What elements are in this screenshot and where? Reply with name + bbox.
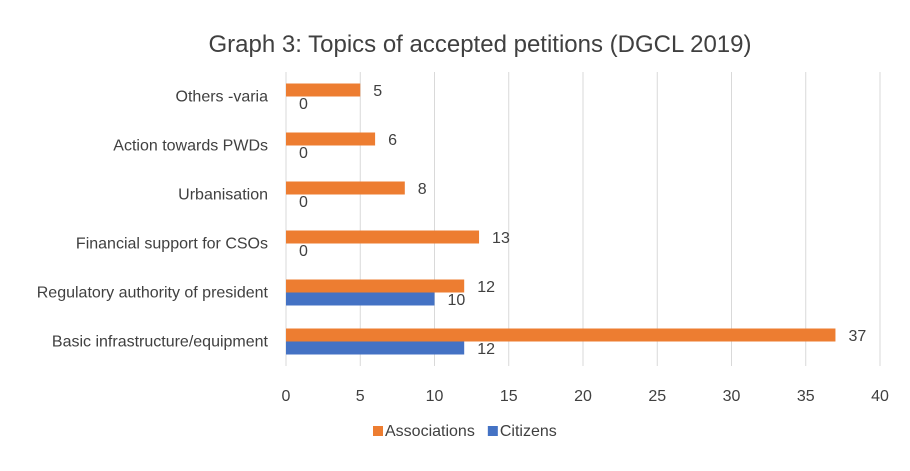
x-tick-label-5: 5 bbox=[356, 388, 365, 405]
data-label-associations: 8 bbox=[418, 181, 427, 198]
category-label: Basic infrastructure/equipment bbox=[52, 334, 269, 351]
category-label: Others -varia bbox=[176, 89, 269, 106]
x-tick-label-25: 25 bbox=[648, 388, 666, 405]
bar-associations bbox=[286, 230, 480, 244]
bar-associations bbox=[286, 181, 405, 195]
legend-swatch-associations bbox=[373, 426, 383, 436]
category-label: Action towards PWDs bbox=[113, 138, 268, 155]
data-label-associations: 13 bbox=[492, 230, 510, 247]
category-label: Urbanisation bbox=[178, 187, 268, 204]
legend: Associations Citizens bbox=[373, 423, 557, 440]
x-tick-label-15: 15 bbox=[500, 388, 518, 405]
bar-associations bbox=[286, 83, 361, 97]
category-labels: Basic infrastructure/equipment Regulatory… bbox=[37, 89, 269, 351]
x-tick-label-0: 0 bbox=[282, 388, 291, 405]
data-label-citizens: 0 bbox=[299, 194, 308, 211]
bar-citizens bbox=[286, 341, 465, 355]
x-axis-ticks: 0 5 10 15 20 25 30 35 40 bbox=[282, 388, 889, 405]
bar-associations bbox=[286, 328, 836, 342]
category-label: Financial support for CSOs bbox=[76, 236, 268, 253]
data-labels: 37 12 12 10 13 0 8 0 6 0 5 0 bbox=[299, 83, 866, 358]
x-tick-label-40: 40 bbox=[871, 388, 889, 405]
legend-label-associations: Associations bbox=[385, 423, 475, 440]
legend-swatch-citizens bbox=[487, 426, 498, 436]
data-label-citizens: 12 bbox=[477, 341, 495, 358]
bar-associations bbox=[286, 132, 376, 146]
data-label-citizens: 0 bbox=[299, 145, 308, 162]
x-tick-label-20: 20 bbox=[574, 388, 592, 405]
data-label-associations: 12 bbox=[477, 279, 495, 296]
bar-citizens bbox=[286, 292, 435, 306]
data-label-citizens: 10 bbox=[448, 292, 466, 309]
chart-title: Graph 3: Topics of accepted petitions (D… bbox=[209, 31, 752, 58]
x-tick-label-35: 35 bbox=[797, 388, 815, 405]
data-label-citizens: 0 bbox=[299, 96, 308, 113]
bars bbox=[286, 83, 836, 355]
data-label-associations: 5 bbox=[373, 83, 382, 100]
bar-associations bbox=[286, 279, 465, 293]
x-tick-label-10: 10 bbox=[426, 388, 444, 405]
gridlines bbox=[285, 72, 881, 366]
data-label-associations: 6 bbox=[388, 132, 397, 149]
data-label-associations: 37 bbox=[848, 328, 866, 345]
data-label-citizens: 0 bbox=[299, 243, 308, 260]
category-label: Regulatory authority of president bbox=[37, 285, 269, 302]
x-tick-label-30: 30 bbox=[723, 388, 741, 405]
legend-label-citizens: Citizens bbox=[500, 423, 557, 440]
